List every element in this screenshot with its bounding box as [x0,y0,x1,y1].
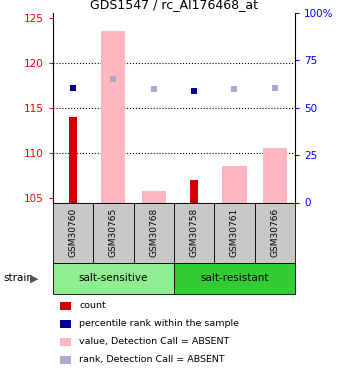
Bar [101,31,125,202]
Text: GSM30766: GSM30766 [270,208,279,257]
Text: salt-sensitive: salt-sensitive [79,273,148,284]
Text: salt-resistant: salt-resistant [200,273,269,284]
Bar [222,166,247,202]
Text: GSM30761: GSM30761 [230,208,239,257]
Text: value, Detection Call = ABSENT: value, Detection Call = ABSENT [79,337,229,346]
Bar [174,262,295,294]
Text: count: count [79,301,106,310]
Bar [93,202,134,262]
Bar [263,148,287,202]
Bar [134,202,174,262]
Text: ▶: ▶ [30,273,38,284]
Text: percentile rank within the sample: percentile rank within the sample [79,319,239,328]
Text: GSM30768: GSM30768 [149,208,158,257]
Bar [214,202,255,262]
Text: strain: strain [3,273,33,284]
Text: GSM30758: GSM30758 [190,208,198,257]
Bar [70,117,77,202]
Bar [53,262,174,294]
Bar [142,191,166,202]
Bar [53,202,93,262]
Text: GSM30765: GSM30765 [109,208,118,257]
Text: rank, Detection Call = ABSENT: rank, Detection Call = ABSENT [79,355,225,364]
Bar [191,180,198,203]
Bar [255,202,295,262]
Bar [174,202,214,262]
Title: GDS1547 / rc_AI176468_at: GDS1547 / rc_AI176468_at [90,0,258,10]
Text: GSM30760: GSM30760 [69,208,77,257]
